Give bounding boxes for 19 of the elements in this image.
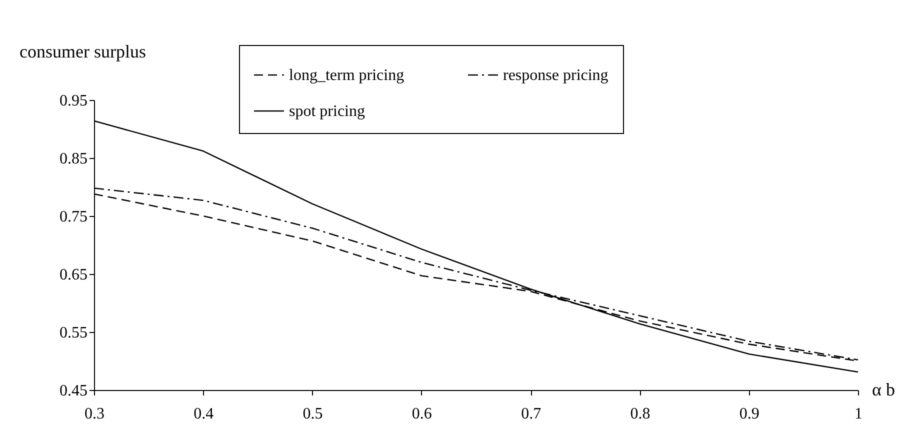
x-tick-label: 0.7 [521, 406, 542, 422]
y-tick-label: 0.85 [60, 150, 88, 168]
y-tick-label: 0.75 [60, 208, 88, 226]
x-tick-label: 0.8 [630, 406, 650, 422]
x-axis-title: α b [872, 380, 895, 400]
y-axis-title: consumer surplus [20, 42, 146, 62]
x-tick-label: 1 [854, 406, 862, 422]
y-tick-label: 0.55 [60, 324, 88, 342]
legend-label: spot pricing [289, 103, 365, 120]
legend-label: long_term pricing [289, 67, 404, 84]
x-tick-label: 0.4 [194, 406, 214, 422]
x-tick-label: 0.3 [84, 406, 104, 422]
legend-label: response pricing [503, 67, 608, 84]
x-tick-label: 0.5 [302, 406, 323, 422]
x-tick-label: 0.6 [412, 406, 432, 422]
y-tick-label: 0.95 [60, 92, 88, 110]
x-tick-label: 0.9 [739, 406, 760, 422]
y-tick-label: 0.65 [60, 266, 88, 284]
y-tick-label: 0.45 [60, 382, 88, 400]
